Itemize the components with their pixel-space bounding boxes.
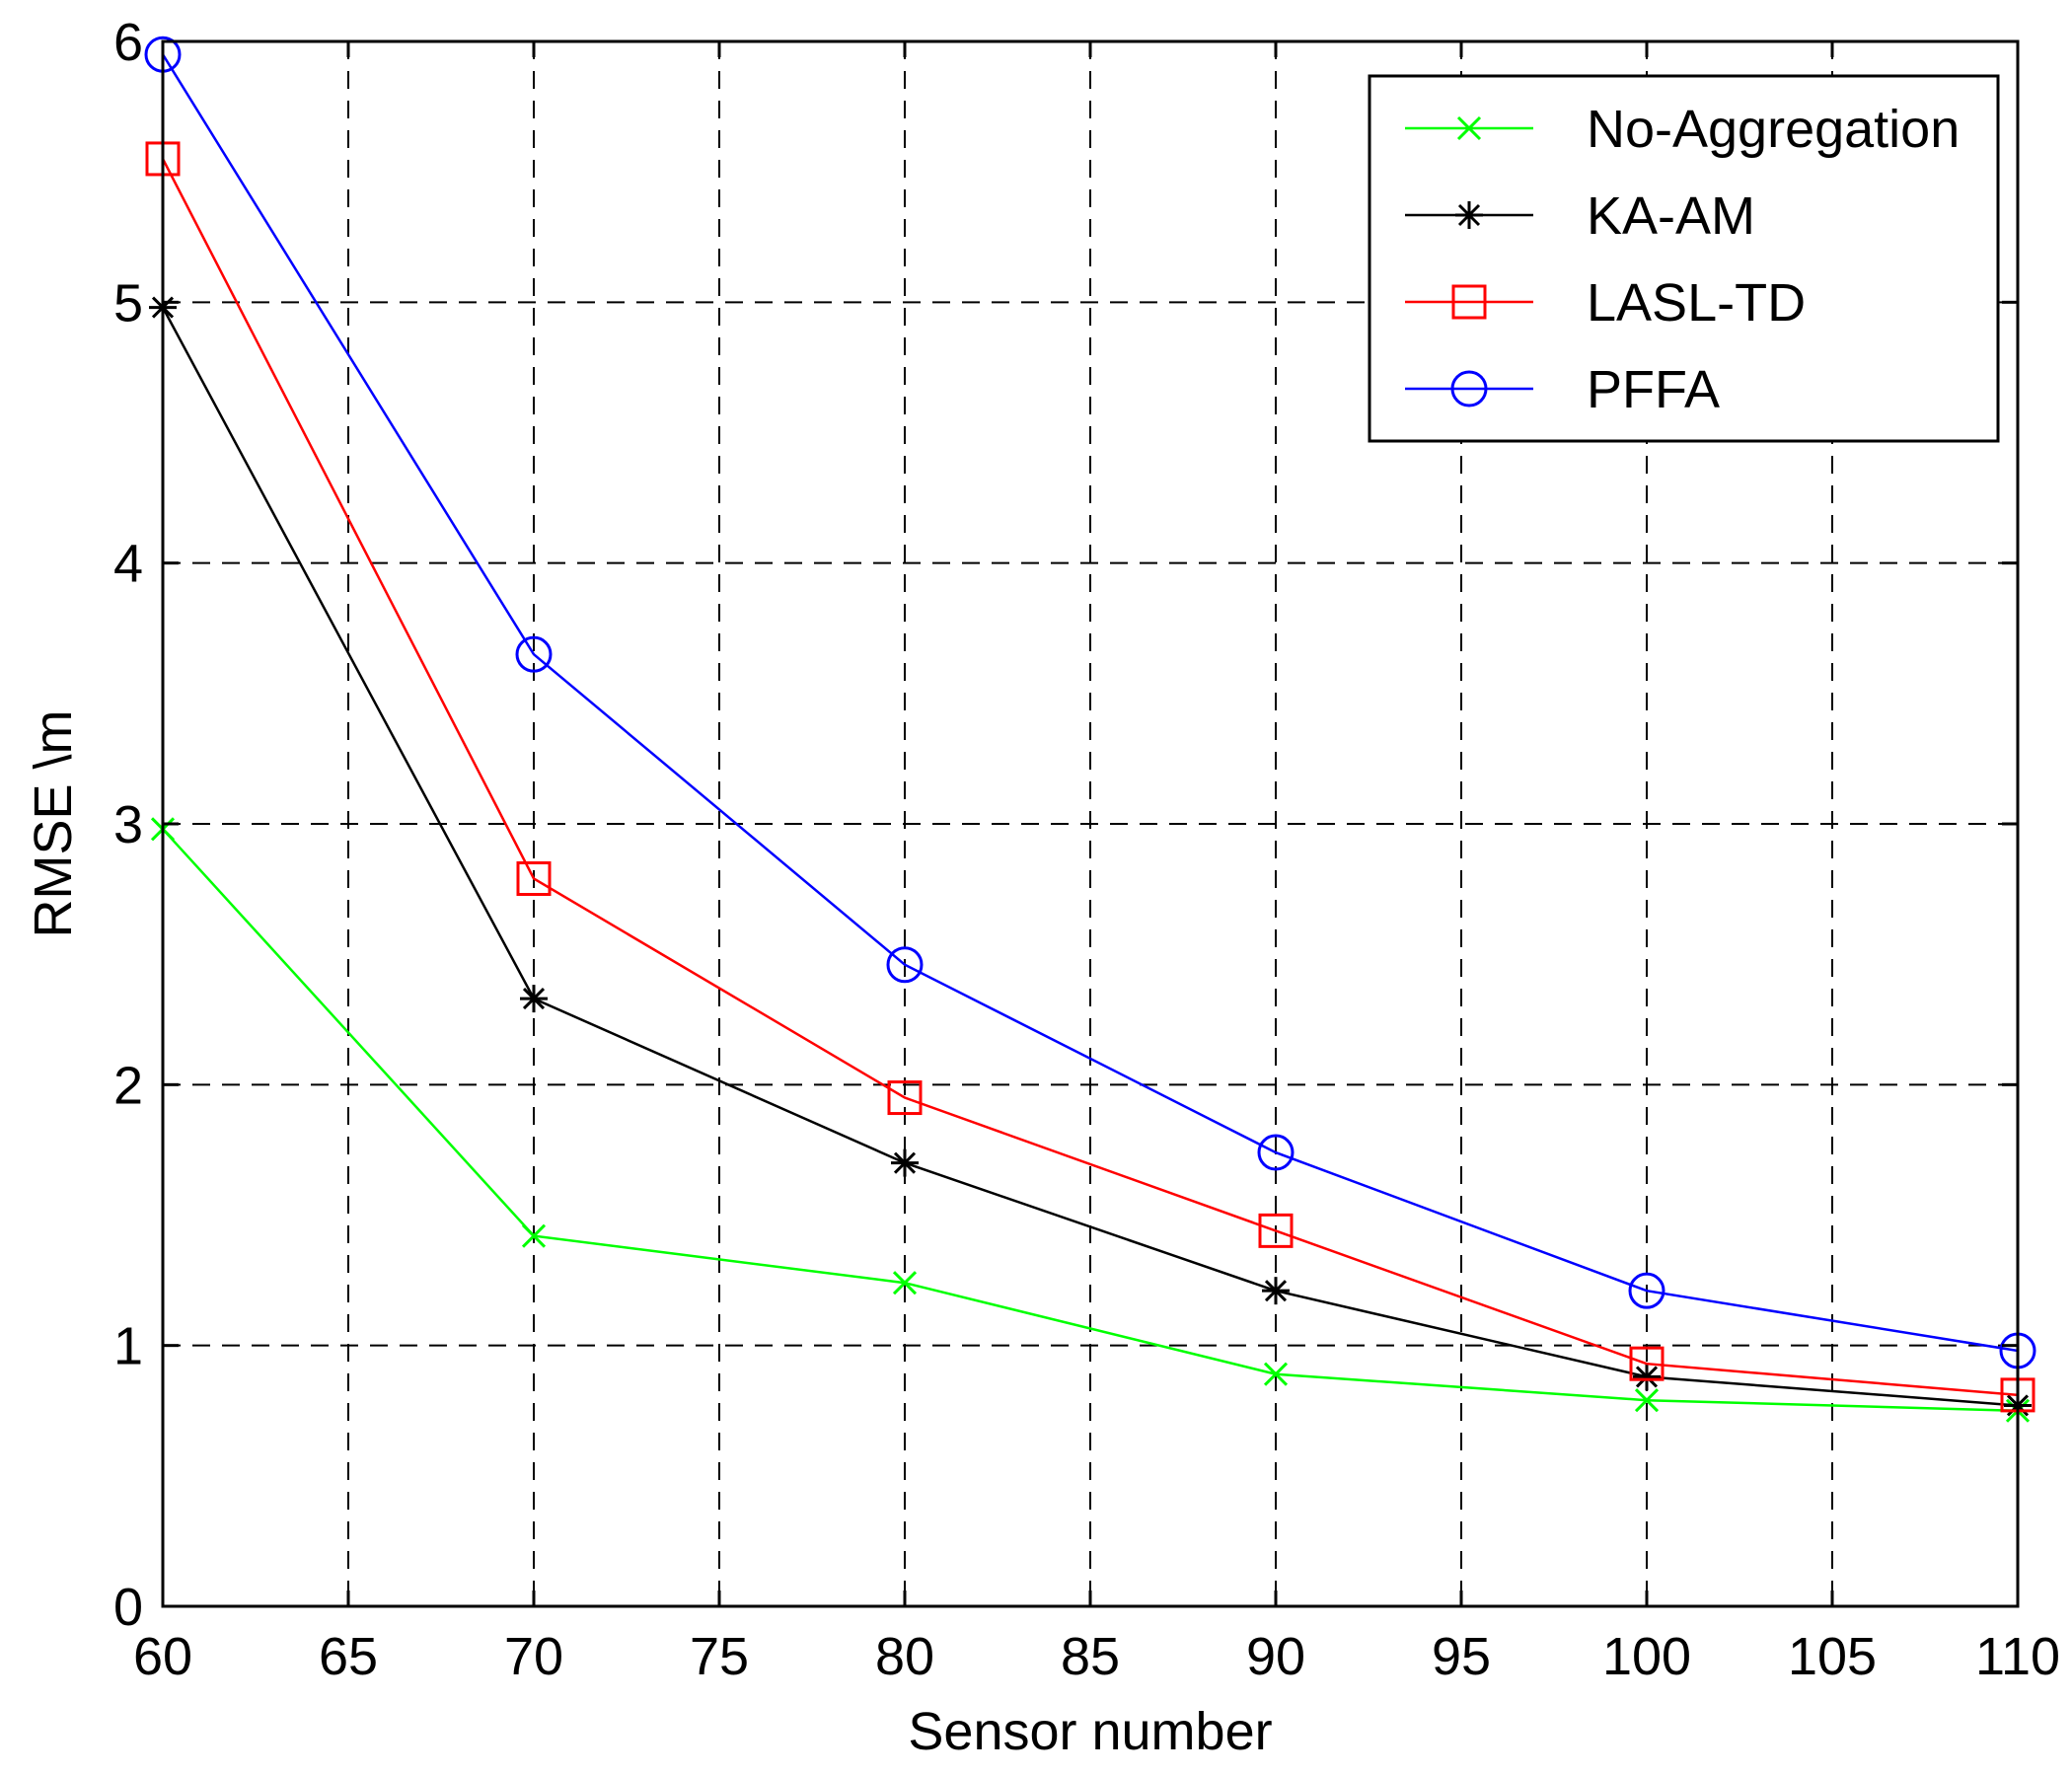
legend-item-ka-am: KA-AM bbox=[1405, 186, 1755, 246]
marker-stroke bbox=[1457, 203, 1481, 227]
x-tick-label: 60 bbox=[133, 1627, 192, 1686]
marker-shape bbox=[1628, 1272, 1665, 1309]
data-point-no-aggregation bbox=[521, 1223, 547, 1248]
marker-shape bbox=[516, 861, 552, 897]
legend-label: PFFA bbox=[1587, 360, 1720, 419]
ticks: 60 65 70 75 80 85 90 95 100 105 110 0 1 2 3 4 5 6 bbox=[113, 13, 2060, 1686]
x-tick-label: 100 bbox=[1602, 1627, 1691, 1686]
legend-swatch-marker bbox=[1451, 284, 1487, 320]
marker-shape bbox=[1257, 1134, 1295, 1171]
x-tick-label: 65 bbox=[319, 1627, 378, 1686]
x-tick-label: 95 bbox=[1432, 1627, 1491, 1686]
data-point-lasl-td bbox=[887, 1080, 923, 1116]
y-tick-label: 4 bbox=[113, 535, 143, 594]
legend-swatch-marker bbox=[1455, 201, 1483, 229]
legend-swatch-marker bbox=[1450, 370, 1488, 407]
marker-stroke bbox=[1456, 115, 1482, 141]
legend-label: KA-AM bbox=[1587, 186, 1755, 246]
marker-shape bbox=[515, 635, 553, 673]
marker-stroke bbox=[522, 988, 546, 1010]
series-layer bbox=[144, 36, 2036, 1423]
y-axis-label: RMSE \m bbox=[24, 709, 83, 937]
marker-stroke bbox=[1635, 1366, 1659, 1388]
marker-shape bbox=[886, 946, 924, 984]
series-line-no-aggregation bbox=[162, 828, 2019, 1413]
series-line-lasl-td bbox=[161, 158, 2019, 1397]
y-tick-label: 6 bbox=[113, 13, 143, 72]
legend-label: No-Aggregation bbox=[1587, 100, 1960, 159]
x-tick-label: 80 bbox=[875, 1627, 934, 1686]
data-point-lasl-td bbox=[1629, 1346, 1665, 1381]
marker-stroke bbox=[1263, 1362, 1289, 1386]
y-tick-label: 2 bbox=[113, 1056, 143, 1115]
data-point-ka-am bbox=[1262, 1277, 1290, 1305]
marker-shape bbox=[1451, 284, 1487, 320]
series-line-ka-am bbox=[161, 307, 2019, 1407]
x-tick-label: 70 bbox=[504, 1627, 563, 1686]
x-tick-label: 105 bbox=[1788, 1627, 1877, 1686]
legend-swatch-marker bbox=[1456, 115, 1482, 141]
data-point-no-aggregation bbox=[1634, 1388, 1660, 1413]
y-tick-label: 1 bbox=[113, 1317, 143, 1376]
marker-shape bbox=[1258, 1213, 1294, 1248]
legend-item-lasl-td: LASL-TD bbox=[1405, 273, 1806, 333]
marker-stroke bbox=[1264, 1280, 1288, 1302]
x-tick-label: 90 bbox=[1246, 1627, 1305, 1686]
x-tick-label: 85 bbox=[1061, 1627, 1120, 1686]
data-point-pffa bbox=[515, 635, 553, 673]
data-point-lasl-td bbox=[516, 861, 552, 897]
data-point-pffa bbox=[1628, 1272, 1665, 1309]
y-tick-label: 0 bbox=[113, 1578, 143, 1637]
marker-stroke bbox=[892, 1271, 918, 1295]
marker-shape bbox=[887, 1080, 923, 1116]
marker-shape bbox=[1450, 370, 1488, 407]
marker-stroke bbox=[1634, 1388, 1660, 1413]
x-tick-label: 75 bbox=[690, 1627, 749, 1686]
data-point-ka-am bbox=[520, 985, 548, 1013]
y-tick-label: 3 bbox=[113, 795, 143, 854]
data-point-lasl-td bbox=[1258, 1213, 1294, 1248]
legend-box bbox=[1368, 74, 2000, 443]
data-point-ka-am bbox=[891, 1148, 919, 1177]
x-axis-label: Sensor number bbox=[908, 1702, 1272, 1761]
series-line-pffa bbox=[161, 53, 2019, 1353]
marker-shape bbox=[1629, 1346, 1665, 1381]
legend-item-no-aggregation: No-Aggregation bbox=[1405, 100, 1960, 159]
legend: No-Aggregation KA-AM LASL-TD PFFA bbox=[1368, 74, 2000, 443]
data-point-pffa bbox=[886, 946, 924, 984]
marker-stroke bbox=[893, 1151, 917, 1174]
marker-stroke bbox=[521, 1223, 547, 1248]
data-point-pffa bbox=[1257, 1134, 1295, 1171]
x-tick-label: 110 bbox=[1975, 1627, 2060, 1686]
data-point-no-aggregation bbox=[892, 1271, 918, 1295]
data-point-ka-am bbox=[1633, 1363, 1661, 1391]
legend-item-pffa: PFFA bbox=[1405, 360, 1720, 419]
y-tick-label: 5 bbox=[113, 273, 143, 333]
data-point-no-aggregation bbox=[1263, 1362, 1289, 1386]
legend-label: LASL-TD bbox=[1587, 273, 1806, 333]
